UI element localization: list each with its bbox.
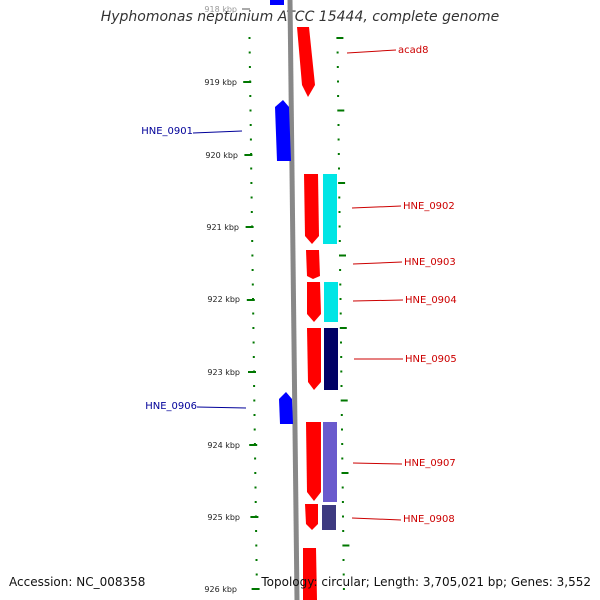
gene-arrow-bottom-partial[interactable] — [303, 548, 317, 600]
gene-label-hne-0906[interactable]: HNE_0906 — [145, 401, 197, 412]
gene-arrow-hne-0903[interactable] — [306, 250, 320, 279]
scale-tick-label: 925 kbp — [207, 513, 240, 522]
gene-arrow-top-partial[interactable] — [270, 0, 284, 5]
gene-label-hne-0903[interactable]: HNE_0903 — [404, 257, 456, 268]
leader-line-hne-0906 — [196, 406, 247, 409]
gene-label-hne-0901[interactable]: HNE_0901 — [141, 126, 193, 137]
scale-tick-label: 918 kbp — [204, 5, 237, 14]
scale-tick-label: 923 kbp — [207, 368, 240, 377]
leader-line-hne-0902 — [351, 205, 402, 209]
scale-tick-label: 926 kbp — [204, 585, 237, 594]
gene-label-hne-0905[interactable]: HNE_0905 — [405, 354, 457, 365]
scale-tick-label: 921 kbp — [206, 223, 239, 232]
leader-line-hne-0907 — [352, 462, 403, 465]
leader-line-hne-0901 — [192, 130, 243, 134]
scale-tick-label: 919 kbp — [204, 78, 237, 87]
outer-tick-ring — [336, 37, 350, 590]
leader-line-hne-0908 — [351, 517, 402, 521]
gene-arrow-hne-0906[interactable] — [279, 392, 293, 424]
scale-axis — [242, 8, 260, 590]
topology-text: Topology: circular; Length: 3,705,021 bp… — [261, 575, 591, 589]
gene-arrow-acad8[interactable] — [297, 27, 315, 97]
gene-arrow-hne-0907[interactable] — [306, 422, 321, 501]
cds-block-hne-0907[interactable] — [323, 422, 337, 502]
gene-arrow-hne-0901[interactable] — [275, 100, 291, 161]
gene-arrow-hne-0904[interactable] — [307, 282, 321, 322]
gene-label-hne-0908[interactable]: HNE_0908 — [403, 514, 455, 525]
cds-block-hne-0904[interactable] — [324, 282, 338, 322]
gene-label-hne-0904[interactable]: HNE_0904 — [405, 295, 457, 306]
cds-block-hne-0905[interactable] — [324, 328, 338, 390]
inner-tick-ring — [248, 37, 258, 590]
gene-label-hne-0907[interactable]: HNE_0907 — [404, 458, 456, 469]
cds-block-hne-0908[interactable] — [322, 505, 336, 530]
scale-tick-label: 922 kbp — [207, 295, 240, 304]
gene-arrow-hne-0908[interactable] — [305, 504, 318, 530]
scale-tick-label: 924 kbp — [207, 441, 240, 450]
accession-text: Accession: NC_008358 — [9, 575, 146, 589]
leader-line-hne-0904 — [352, 299, 404, 302]
leader-line-hne-0903 — [352, 261, 403, 265]
gene-arrow-hne-0905[interactable] — [307, 328, 321, 390]
genome-backbone — [287, 0, 300, 600]
gene-label-acad8[interactable]: acad8 — [398, 45, 428, 56]
gene-arrow-hne-0902[interactable] — [304, 174, 319, 244]
scale-tick-label: 920 kbp — [205, 151, 238, 160]
map-title: Hyphomonas neptunium ATCC 15444, complet… — [100, 9, 500, 25]
cds-block-hne-0902[interactable] — [323, 174, 337, 244]
leader-line-acad8 — [346, 49, 397, 54]
gene-label-hne-0902[interactable]: HNE_0902 — [403, 201, 455, 212]
